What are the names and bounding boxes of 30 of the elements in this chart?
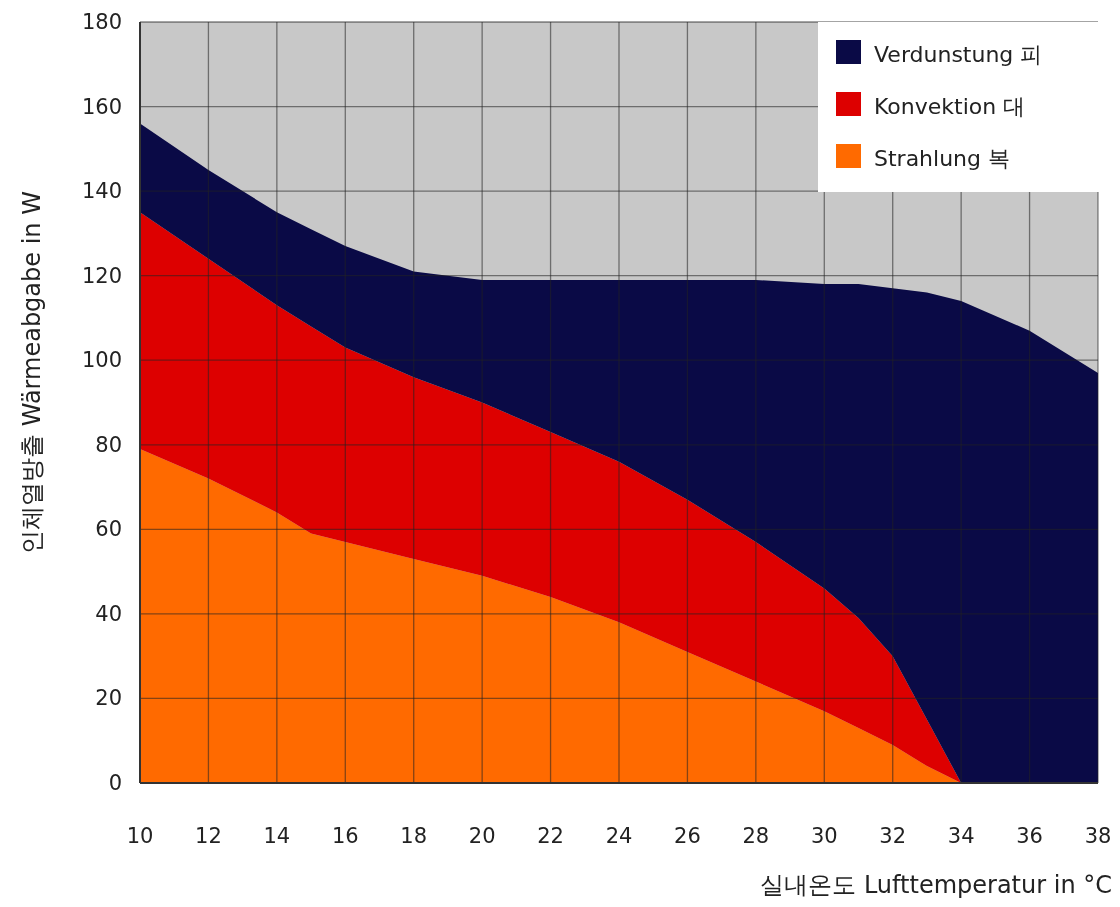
x-tick-label: 12 [195, 824, 222, 848]
y-tick-label: 120 [81, 263, 122, 288]
x-tick-label: 16 [331, 824, 359, 848]
x-tick-label: 32 [879, 824, 907, 848]
x-tick-label: 18 [400, 824, 428, 848]
x-tick-label: 38 [1084, 824, 1112, 848]
y-tick-label: 20 [95, 686, 122, 711]
y-axis-title: 인체열방출 Wärmeabgabe in W [18, 191, 46, 554]
x-tick-label: 36 [1016, 824, 1043, 848]
y-tick-label: 40 [95, 601, 122, 626]
x-tick-label: 22 [537, 824, 564, 848]
y-tick-label: 0 [108, 771, 122, 795]
y-tick-label: 80 [95, 432, 122, 457]
x-tick-label: 34 [947, 824, 975, 848]
y-tick-label: 100 [81, 348, 122, 373]
x-tick-label: 26 [674, 824, 701, 848]
y-tick-label: 60 [95, 517, 122, 542]
x-tick-label: 28 [742, 824, 770, 848]
legend-label: Verdunstung 피 [874, 42, 1043, 67]
y-tick-label: 180 [81, 10, 122, 34]
legend-label: Konvektion 대 [874, 94, 1026, 119]
legend-label: Strahlung 복 [874, 146, 1011, 171]
y-tick-label: 140 [81, 179, 122, 204]
x-tick-label: 24 [605, 824, 633, 848]
x-axis-title: 실내온도 Lufttemperatur in °C [760, 871, 1112, 899]
y-tick-label: 160 [81, 94, 122, 119]
x-tick-label: 30 [810, 824, 838, 848]
x-tick-label: 20 [468, 824, 496, 848]
x-tick-label: 14 [263, 824, 291, 848]
x-tick-label: 10 [126, 824, 154, 848]
